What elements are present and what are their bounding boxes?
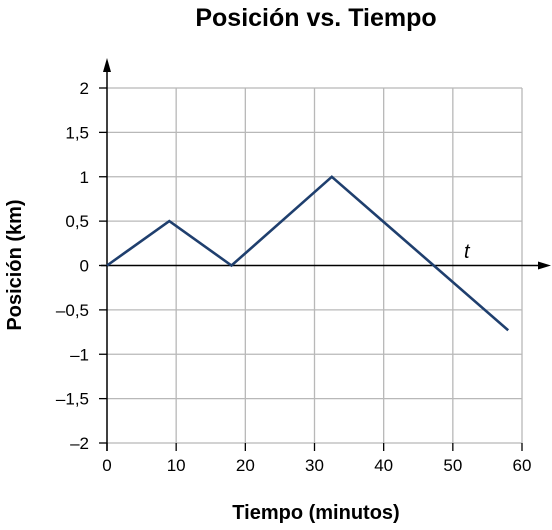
tick-labels: 0 10 20 30 40 50 60 2 1,5 1 0,5 0 –0,5 –1 –1,5 –2 bbox=[56, 79, 532, 475]
chart-title: Posición vs. Tiempo bbox=[195, 4, 436, 32]
y-tick-label: 1,5 bbox=[65, 123, 89, 142]
x-tick-label: 30 bbox=[305, 456, 324, 475]
y-tick-label: –1 bbox=[70, 345, 89, 364]
axis-variable-label: t bbox=[464, 241, 471, 263]
x-tick-label: 40 bbox=[374, 456, 393, 475]
x-tick-label: 10 bbox=[167, 456, 186, 475]
x-tick-label: 60 bbox=[513, 456, 532, 475]
x-axis-label: Tiempo (minutos) bbox=[232, 502, 399, 524]
y-tick-label: 0,5 bbox=[65, 212, 89, 231]
y-axis-label: Posición (km) bbox=[4, 199, 26, 330]
x-axis-arrow bbox=[538, 261, 551, 270]
series-line-0 bbox=[106, 175, 510, 332]
x-tick-label: 50 bbox=[443, 456, 462, 475]
y-tick-label: 2 bbox=[80, 79, 89, 98]
y-tick-label: –1,5 bbox=[56, 390, 89, 409]
y-tick-label: 1 bbox=[80, 168, 89, 187]
x-tick-label: 0 bbox=[102, 456, 111, 475]
series-layer bbox=[106, 175, 510, 332]
axes bbox=[99, 58, 551, 451]
x-tick-label: 20 bbox=[236, 456, 255, 475]
y-tick-label: –2 bbox=[70, 434, 89, 453]
y-axis-arrow bbox=[103, 58, 111, 72]
y-tick-label: 0 bbox=[80, 257, 89, 276]
y-tick-label: –0,5 bbox=[56, 301, 89, 320]
